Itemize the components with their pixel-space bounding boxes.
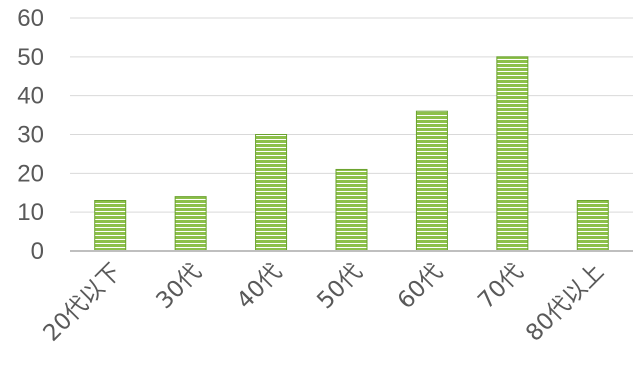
bars bbox=[94, 56, 609, 252]
bar-80代以上 bbox=[576, 200, 609, 252]
bar-40代 bbox=[255, 134, 288, 252]
bar-30代 bbox=[174, 196, 207, 252]
y-tick-label: 0 bbox=[31, 238, 44, 265]
y-tick-labels: 0 10 20 30 40 50 60 bbox=[17, 5, 44, 265]
y-tick-label: 20 bbox=[17, 160, 44, 187]
x-tick-label: 60代 bbox=[393, 259, 448, 314]
y-tick-label: 50 bbox=[17, 44, 44, 71]
bar-60代 bbox=[415, 110, 448, 252]
x-tick-label: 80代以上 bbox=[521, 259, 609, 347]
x-tick-label: 70代 bbox=[473, 259, 528, 314]
y-tick-label: 40 bbox=[17, 83, 44, 110]
y-tick-label: 60 bbox=[17, 5, 44, 32]
y-tick-label: 10 bbox=[17, 199, 44, 226]
y-tick-label: 30 bbox=[17, 122, 44, 149]
gridlines bbox=[70, 17, 633, 213]
x-tick-label: 50代 bbox=[312, 259, 367, 314]
bar-20代以下 bbox=[94, 200, 127, 252]
x-tick-label: 20代以下 bbox=[39, 259, 127, 347]
bar-50代 bbox=[335, 168, 368, 252]
x-tick-label: 40代 bbox=[232, 259, 287, 314]
bar-70代 bbox=[496, 56, 529, 252]
x-tick-label: 30代 bbox=[152, 259, 207, 314]
